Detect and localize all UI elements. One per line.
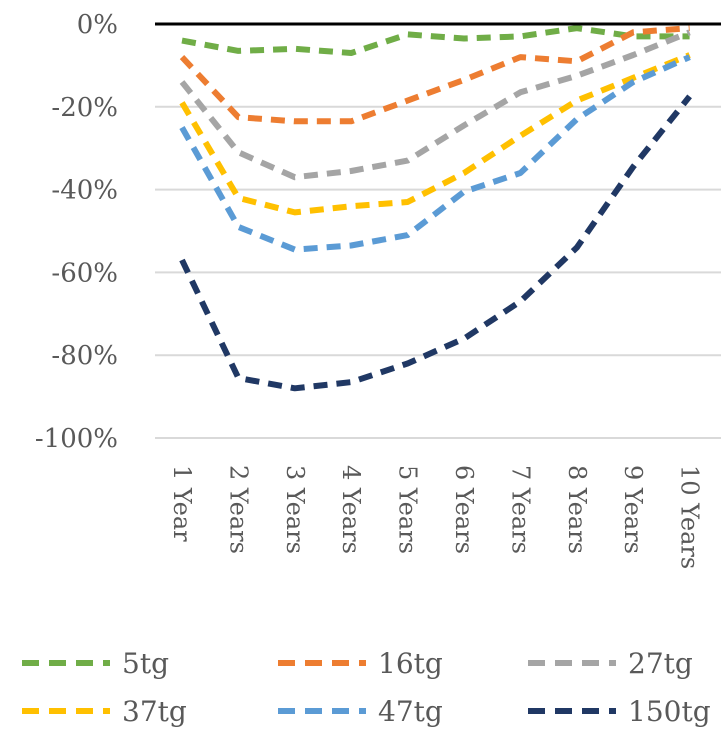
x-tick-label: 5 Years	[394, 465, 422, 554]
legend: 5tg 16tg 27tg 37tg 47tg 150tg	[22, 647, 711, 728]
series-line-37tg	[179, 52, 691, 216]
y-tick-label: -80%	[51, 341, 118, 371]
x-tick-label: 10 Years	[676, 465, 704, 569]
series-lines	[179, 25, 692, 392]
x-tick-label: 8 Years	[563, 465, 591, 554]
y-axis-ticks: 0% -20% -40% -60% -80% -100%	[35, 10, 118, 454]
series-line-150tg	[179, 94, 692, 392]
x-tick-label: 6 Years	[450, 465, 478, 554]
x-tick-label: 1 Year	[168, 465, 196, 542]
legend-label: 37tg	[122, 695, 187, 728]
x-tick-label: 3 Years	[281, 465, 309, 554]
x-tick-label: 2 Years	[224, 465, 252, 554]
series-line-5tg	[181, 25, 690, 56]
gridlines	[155, 105, 721, 439]
legend-label: 47tg	[378, 695, 443, 728]
series-line-16tg	[179, 25, 690, 125]
y-tick-label: -40%	[51, 176, 118, 206]
series-line-27tg	[179, 29, 691, 181]
x-tick-label: 7 Years	[506, 465, 534, 554]
series-line-47tg	[179, 54, 691, 253]
x-tick-label: 9 Years	[619, 465, 647, 554]
y-tick-label: -20%	[51, 93, 118, 123]
x-tick-label: 4 Years	[337, 465, 365, 554]
legend-label: 5tg	[122, 647, 169, 680]
legend-label: 16tg	[378, 647, 443, 680]
x-axis-ticks: 1 Year 2 Years 3 Years 4 Years 5 Years 6 Year…	[168, 465, 704, 569]
legend-label: 150tg	[628, 695, 711, 728]
legend-label: 27tg	[628, 647, 693, 680]
y-tick-label: 0%	[77, 10, 118, 40]
y-tick-label: -100%	[35, 424, 118, 454]
y-tick-label: -60%	[51, 258, 118, 288]
